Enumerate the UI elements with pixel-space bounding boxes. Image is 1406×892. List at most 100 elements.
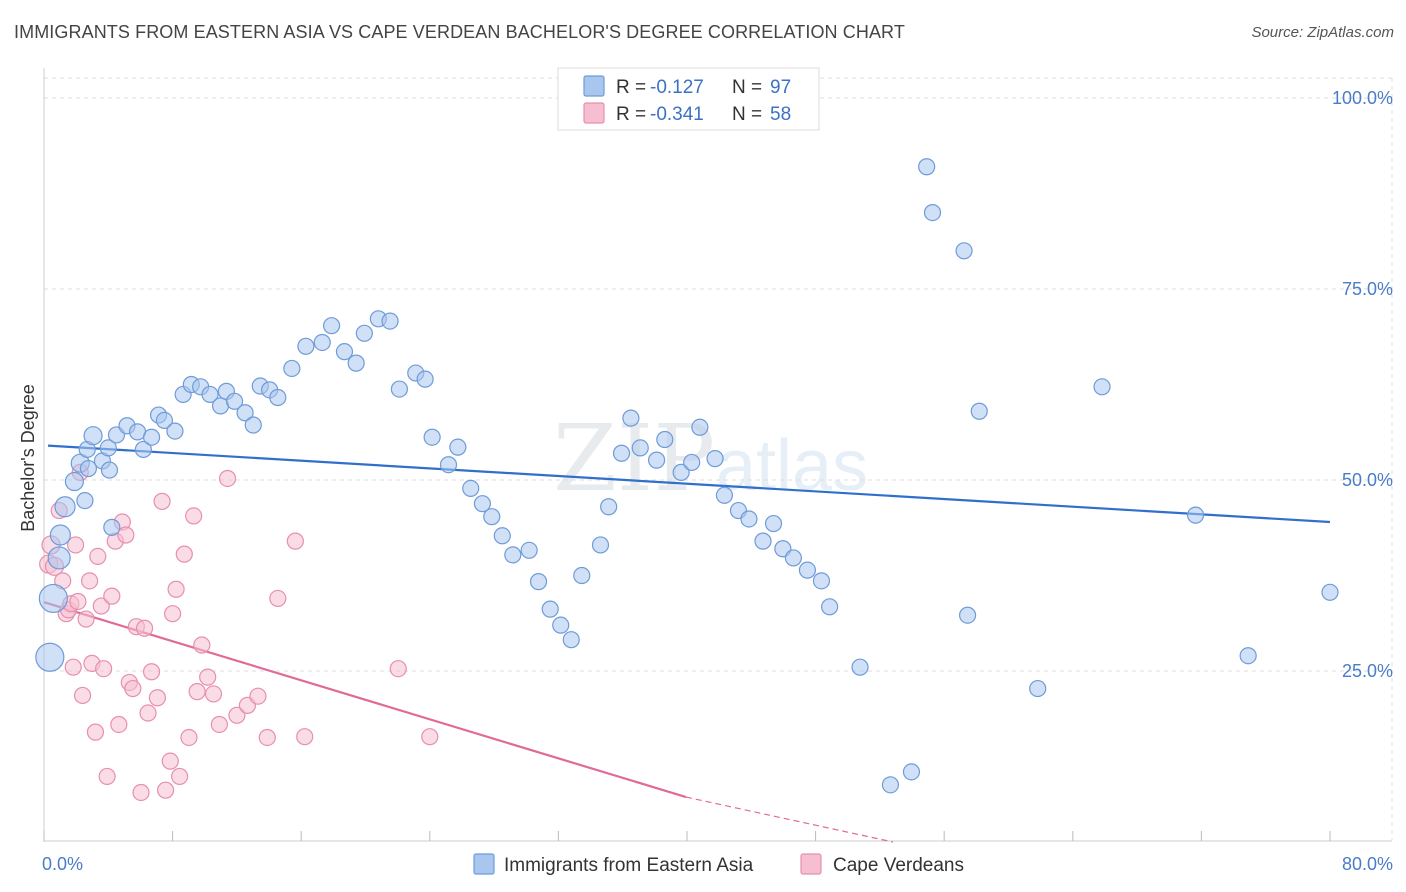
data-point-cape-verdeans [64,658,82,676]
data-point-eastern-asia [504,546,522,564]
legend-swatch-eastern-asia [583,75,605,97]
data-point-eastern-asia [529,573,548,591]
data-point-cape-verdeans [164,605,182,623]
data-point-eastern-asia [851,658,869,676]
series-legend: Immigrants from Eastern Asia Cape Verdea… [473,853,964,876]
data-point-eastern-asia [335,343,354,361]
data-point-eastern-asia [439,456,458,474]
data-point-eastern-asia [812,572,831,590]
source-credit: Source: ZipAtlas.com [1251,24,1394,41]
data-point-eastern-asia [1186,506,1205,524]
data-point-eastern-asia [562,631,580,649]
data-point-cape-verdeans [132,783,150,802]
data-point-cape-verdeans [185,507,203,525]
legend-r-value-b: -0.341 [650,104,704,125]
trendlines [43,444,1331,843]
data-point-eastern-asia [283,359,301,378]
legend-r-label-b: R = [616,104,646,125]
data-point-eastern-asia [64,471,84,492]
data-point-cape-verdeans [98,767,116,786]
data-point-eastern-asia [923,204,942,222]
legend-n-label-a: N = [732,77,762,98]
data-point-cape-verdeans [89,547,107,566]
data-point-eastern-asia [715,486,734,504]
data-point-eastern-asia [134,440,152,459]
data-point-eastern-asia [493,527,511,545]
data-point-eastern-asia [552,616,570,634]
eastern-asia-points [35,158,1339,794]
bottom-legend-swatch-eastern-asia [473,853,495,875]
data-point-eastern-asia [76,492,94,510]
data-point-cape-verdeans [210,715,228,734]
data-point-eastern-asia [225,392,244,410]
data-point-cape-verdeans [193,636,211,654]
data-point-eastern-asia [322,317,341,335]
data-point-eastern-asia [1093,378,1111,396]
data-point-cape-verdeans [77,610,95,628]
data-point-cape-verdeans [148,689,167,707]
data-point-eastern-asia [573,566,591,585]
data-point-cape-verdeans [249,687,267,705]
data-point-eastern-asia [269,388,287,407]
legend-swatch-cape-verdeans [583,102,605,124]
data-point-eastern-asia [691,418,709,436]
data-point-cape-verdeans [180,728,198,747]
data-point-eastern-asia [591,536,610,554]
data-point-cape-verdeans [142,663,161,681]
data-point-cape-verdeans [258,728,276,747]
bottom-legend-label-eastern-asia: Immigrants from Eastern Asia [504,855,754,876]
legend-n-value-a: 97 [770,77,791,98]
data-point-cape-verdeans [204,685,223,703]
legend-r-label-a: R = [616,77,646,98]
tick-labels: 25.0% 50.0% 75.0% 100.0% 0.0% 80.0% [42,88,1393,874]
data-point-eastern-asia [600,498,618,516]
data-point-eastern-asia [821,598,839,616]
data-point-eastern-asia [355,324,373,342]
data-point-eastern-asia [918,158,936,176]
data-point-eastern-asia [622,409,640,427]
data-point-eastern-asia [740,510,758,528]
data-point-cape-verdeans [199,668,217,686]
data-point-eastern-asia [416,370,434,388]
data-point-eastern-asia [390,380,409,398]
data-point-eastern-asia [83,426,103,446]
data-point-eastern-asia [656,430,674,449]
data-point-eastern-asia [672,463,690,481]
data-point-cape-verdeans [228,706,246,724]
data-point-cape-verdeans [421,728,439,746]
data-point-cape-verdeans [296,728,314,746]
data-point-eastern-asia [784,549,802,567]
data-point-eastern-asia [38,583,68,614]
data-point-cape-verdeans [80,572,99,590]
x-tick-label-min: 0.0% [42,854,83,874]
data-point-eastern-asia [79,459,98,478]
data-point-eastern-asia [520,541,538,559]
data-point-eastern-asia [103,518,121,536]
data-point-cape-verdeans [69,592,87,611]
data-point-cape-verdeans [139,704,157,722]
y-tick-label: 100.0% [1332,88,1393,108]
data-point-cape-verdeans [92,597,110,615]
data-point-eastern-asia [236,404,254,422]
bottom-legend-label-cape-verdeans: Cape Verdeans [833,855,964,876]
data-point-eastern-asia [683,453,701,472]
data-point-cape-verdeans [218,469,237,488]
data-point-eastern-asia [754,532,772,550]
data-point-cape-verdeans [161,752,179,770]
data-point-eastern-asia [99,439,117,457]
data-point-eastern-asia [49,524,71,546]
y-tick-label: 50.0% [1342,470,1393,490]
data-point-eastern-asia [381,312,399,330]
trendline-cape-verdeans-extension [685,796,894,843]
data-point-cape-verdeans [117,526,135,544]
data-point-cape-verdeans [95,660,113,678]
data-point-eastern-asia [958,606,977,624]
data-point-cape-verdeans [188,683,206,701]
data-point-eastern-asia [1321,583,1339,601]
axes [43,68,1392,842]
data-point-eastern-asia [612,444,631,462]
data-point-eastern-asia [423,428,441,446]
data-point-eastern-asia [100,461,119,479]
data-point-cape-verdeans [286,532,304,550]
